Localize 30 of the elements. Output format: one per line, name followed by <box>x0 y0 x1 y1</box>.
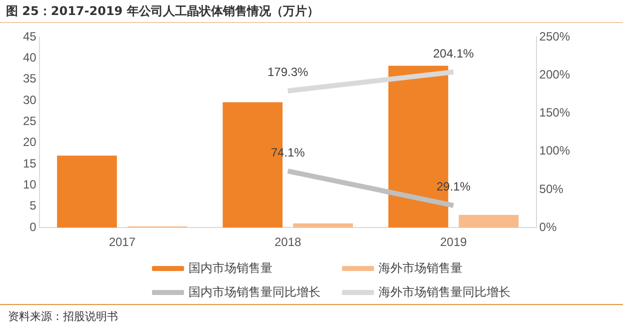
y2-tick-label: 0% <box>539 220 557 234</box>
data-label: 179.3% <box>267 65 309 80</box>
legend-label: 海外市场销售量同比增长 <box>378 284 510 300</box>
y2-tick-label: 100% <box>539 144 570 158</box>
y2-tick-label: 200% <box>539 67 570 82</box>
y-tick-label: 15 <box>22 156 37 170</box>
chart-title: 图 25：2017-2019 年公司人工晶状体销售情况（万片） <box>0 0 623 23</box>
y-tick-label: 10 <box>22 178 37 192</box>
y-tick-label: 5 <box>30 198 37 213</box>
y2-tick-label: 50% <box>539 182 564 196</box>
y-tick-label: 40 <box>22 50 37 64</box>
y-tick-label: 25 <box>22 114 37 128</box>
x-tick-label: 2019 <box>440 235 468 250</box>
y2-tick-label: 250% <box>539 29 570 44</box>
y-tick-label: 20 <box>22 135 37 150</box>
bar <box>458 214 519 228</box>
legend-label: 国内市场销售量 <box>188 260 272 276</box>
bar <box>293 223 353 228</box>
bar <box>57 156 117 228</box>
y2-tick-label: 150% <box>539 106 570 120</box>
x-tick-label: 2018 <box>274 235 302 250</box>
y-tick-label: 30 <box>22 92 37 107</box>
y-tick-label: 35 <box>22 72 37 86</box>
y-tick-label: 0 <box>30 220 37 234</box>
data-label: 204.1% <box>433 46 474 60</box>
y-tick-label: 45 <box>22 29 37 44</box>
legend-label: 海外市场销售量 <box>378 260 462 276</box>
legend-label: 国内市场销售量同比增长 <box>188 284 320 300</box>
x-tick-label: 2017 <box>108 235 136 250</box>
text: 资料来源：招股说明书 <box>8 309 119 324</box>
